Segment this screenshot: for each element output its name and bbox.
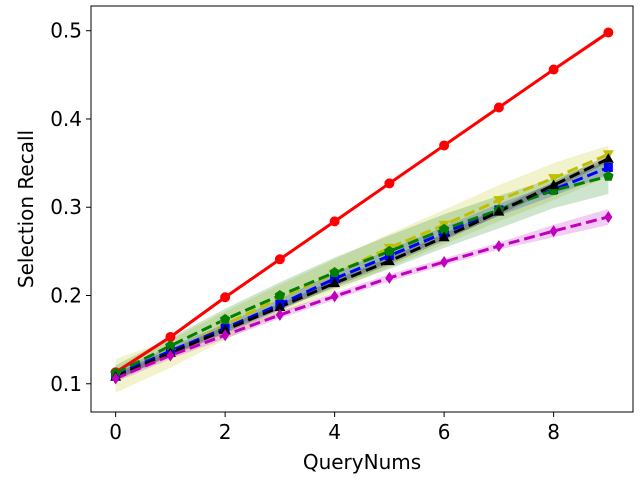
series-0-point (165, 331, 176, 342)
y-axis-ticks: 0.1 0.2 0.3 0.4 0.5 (50, 19, 91, 396)
series-0-point (548, 64, 559, 75)
series-4-line (115, 157, 610, 379)
series-5-point (440, 255, 449, 268)
series-3-point (603, 170, 614, 181)
series-3-point (384, 245, 395, 256)
series-3-point (165, 340, 176, 351)
y-tick-label: 0.5 (50, 19, 82, 43)
series-0-point (439, 140, 450, 151)
series-1-point (493, 196, 505, 206)
series-5-point (111, 372, 120, 385)
series-4-point (219, 324, 231, 334)
series-lines (114, 31, 610, 380)
series-3-point (329, 267, 340, 277)
series-4-point (602, 153, 614, 163)
series-markers (110, 27, 614, 385)
series-0-point (220, 292, 231, 303)
series-5-point (385, 271, 394, 284)
series-0-line (114, 31, 610, 374)
series-4-point (493, 206, 505, 216)
series-4-point (548, 179, 560, 190)
series-3-point (438, 223, 450, 234)
y-tick-label: 0.3 (50, 195, 82, 219)
series-5-point (166, 349, 175, 362)
series-5-line (115, 215, 609, 380)
series-3-point (274, 290, 286, 300)
x-tick-label: 8 (547, 420, 560, 444)
series-4-point (383, 255, 395, 266)
series-4-point (274, 301, 286, 311)
x-tick-label: 4 (328, 420, 341, 444)
series-0-point (384, 178, 395, 189)
x-tick-label: 0 (109, 420, 122, 444)
series-2-line (115, 166, 609, 377)
series-5-point (221, 329, 230, 342)
x-axis-label: QueryNums (303, 450, 421, 474)
series-5-band (115, 209, 609, 382)
plot-frame (90, 5, 634, 413)
series-4-point (438, 231, 450, 242)
series-2-point (603, 163, 613, 173)
series-0-point (274, 254, 285, 265)
y-axis-label: Selection Recall (14, 130, 38, 288)
series-5-point (330, 290, 339, 303)
series-4-point (329, 277, 341, 288)
series-5-point (549, 225, 558, 238)
series-3-point (219, 313, 231, 324)
series-0-point (493, 102, 504, 113)
x-tick-label: 2 (219, 420, 232, 444)
series-5-point (494, 240, 503, 253)
y-tick-label: 0.2 (50, 283, 82, 307)
series-5-point (275, 308, 284, 321)
series-0-point (329, 216, 340, 227)
y-tick-label: 0.4 (50, 107, 82, 131)
y-tick-label: 0.1 (50, 372, 82, 396)
x-tick-label: 6 (438, 420, 451, 444)
series-0-point (603, 27, 614, 38)
x-axis-ticks: 0 2 4 6 8 (109, 412, 560, 444)
series-5-point (604, 210, 613, 223)
series-1-point (548, 174, 560, 184)
